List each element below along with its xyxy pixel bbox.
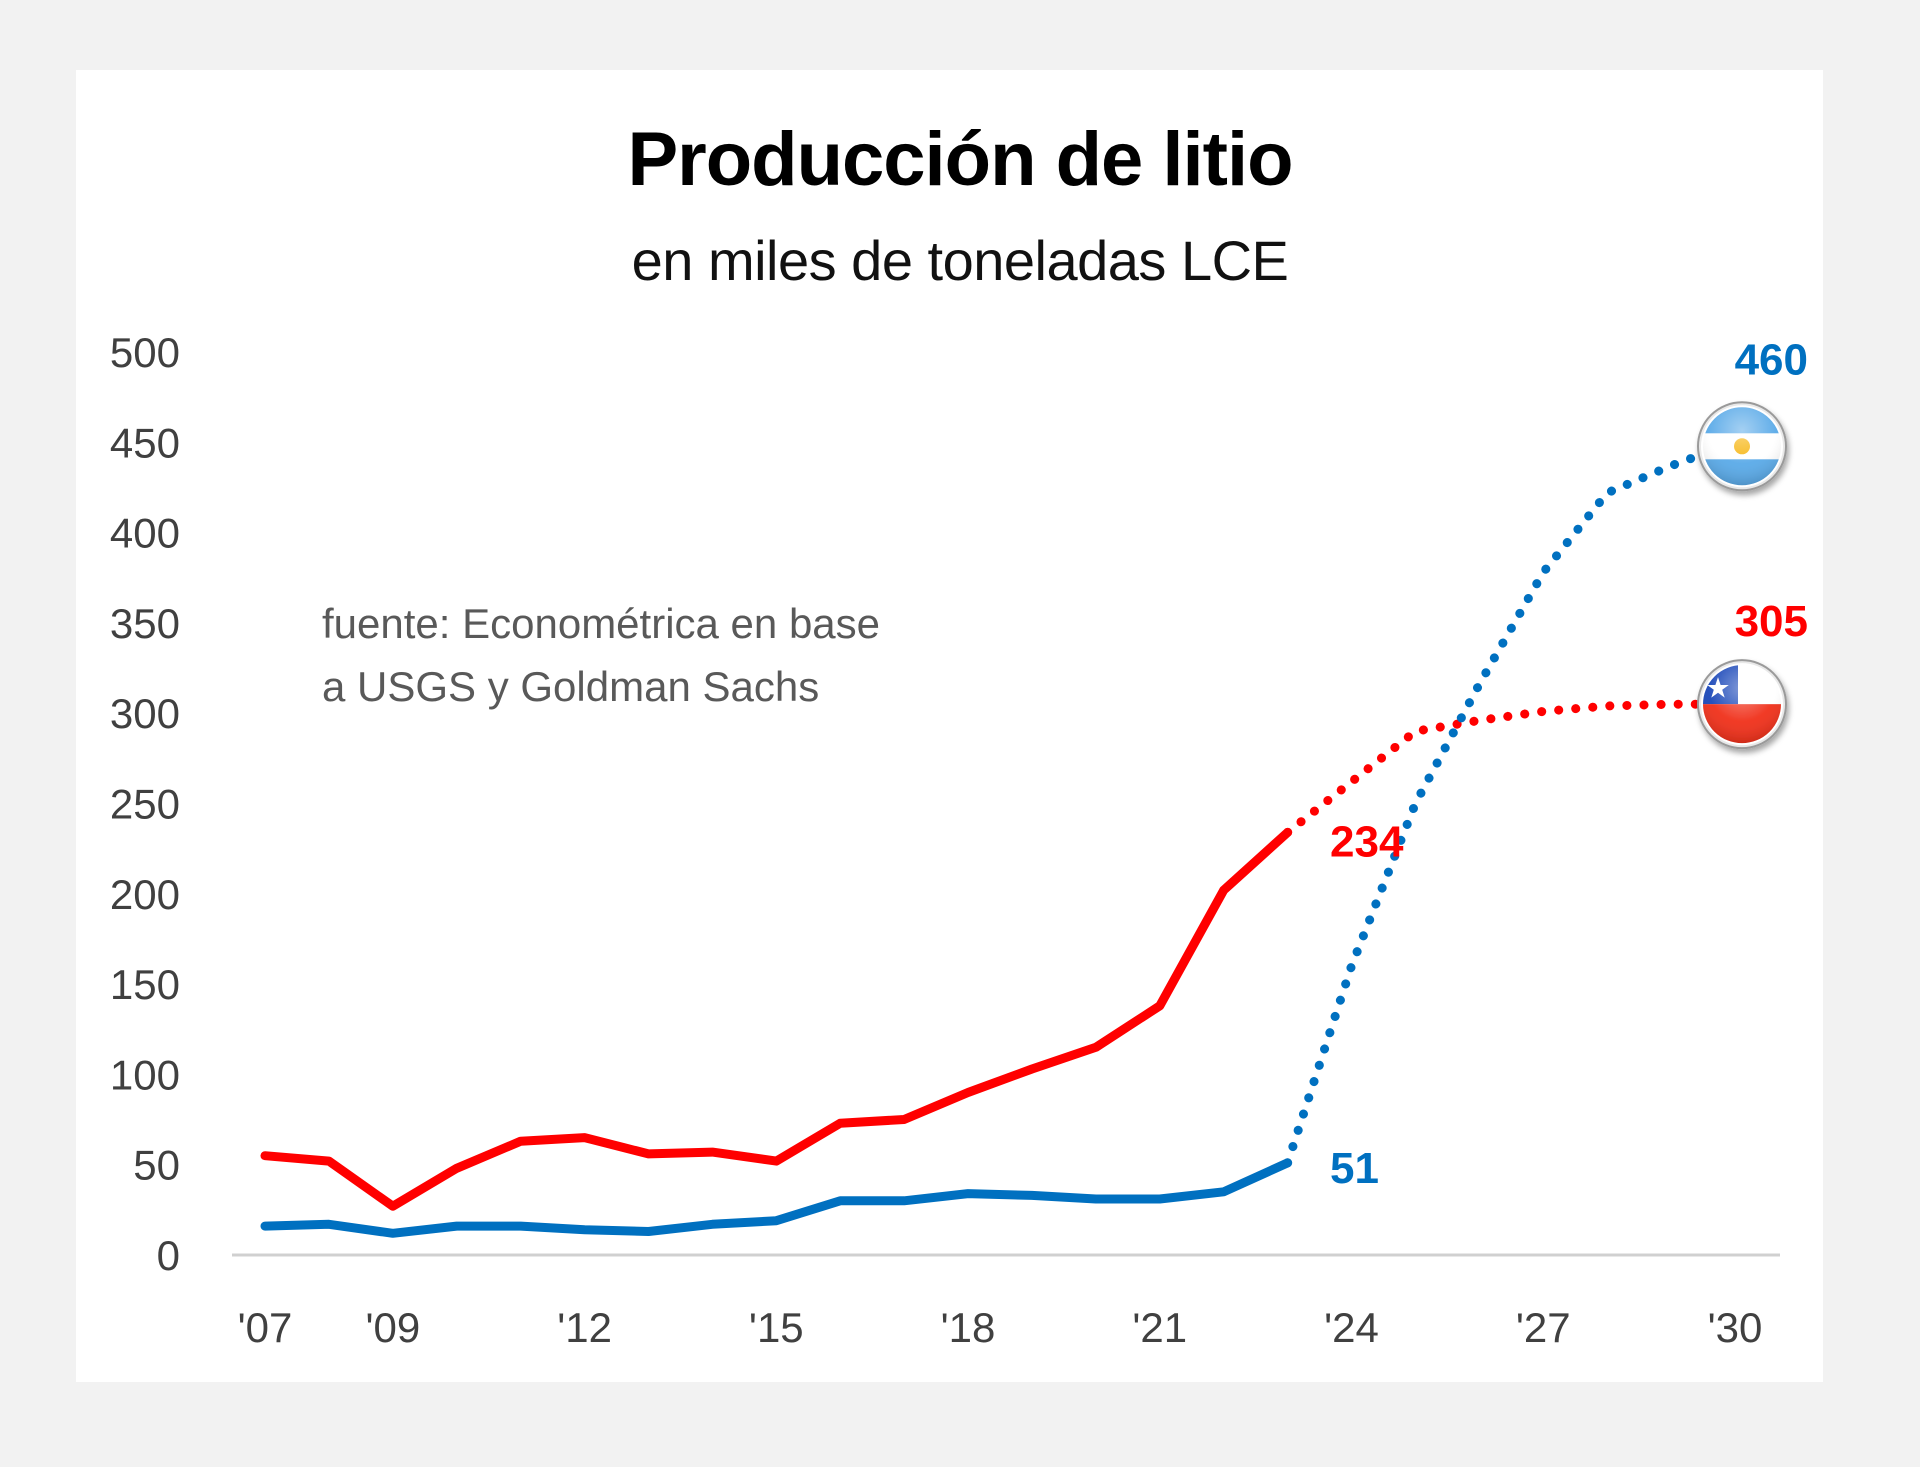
- flag-rim: [1701, 663, 1783, 746]
- flag-layer: [1697, 401, 1787, 750]
- y-tick-label: 200: [110, 871, 180, 918]
- chile-flag-icon: [1697, 659, 1787, 750]
- argentina-value-label: 51: [1330, 1144, 1379, 1193]
- y-tick-label: 100: [110, 1051, 180, 1098]
- argentina-projection-line: [1283, 437, 1740, 1168]
- x-tick-label: '09: [365, 1304, 420, 1351]
- label-layer: 234 305 51 460: [1330, 335, 1808, 1193]
- x-tick-label: '12: [557, 1304, 612, 1351]
- chile-value-label: 234: [1330, 817, 1404, 866]
- source-line-1: fuente: Econométrica en base: [322, 600, 881, 647]
- argentina-flag-icon: [1697, 401, 1787, 492]
- flag-gloss: [1702, 406, 1782, 487]
- x-tick-label: '07: [238, 1304, 293, 1351]
- x-tick-label: '18: [941, 1304, 996, 1351]
- series-layer: [260, 437, 1740, 1238]
- y-tick-label: 400: [110, 510, 180, 557]
- flag-gloss: [1702, 664, 1782, 745]
- flag-rim: [1701, 405, 1783, 488]
- source-line-2: a USGS y Goldman Sachs: [322, 663, 820, 710]
- y-tick-label: 450: [110, 419, 180, 466]
- y-tick-label: 350: [110, 600, 180, 647]
- chart-card: [76, 70, 1823, 1382]
- y-tick-label: 250: [110, 781, 180, 828]
- y-tick-label: 300: [110, 690, 180, 737]
- argentina-value-label: 460: [1735, 335, 1808, 384]
- x-tick-label: '30: [1708, 1304, 1763, 1351]
- source-annotation: fuente: Econométrica en base a USGS y Go…: [322, 592, 880, 718]
- y-tick-label: 50: [133, 1142, 180, 1189]
- chart-title: Producción de litio: [627, 117, 1293, 202]
- axes: 0 50 100 150 200 250 300 350 400 450 500 '07 '09 '12 '…: [110, 329, 1780, 1351]
- chart-subtitle: en miles de toneladas LCE: [631, 229, 1289, 292]
- x-tick-label: '24: [1324, 1304, 1379, 1351]
- chile-value-label: 305: [1735, 597, 1808, 646]
- y-tick-label: 150: [110, 961, 180, 1008]
- x-tick-label: '15: [749, 1304, 804, 1351]
- argentina-historical-line: [260, 1158, 1293, 1238]
- chile-historical-line: [260, 827, 1293, 1211]
- y-tick-label: 0: [157, 1232, 180, 1279]
- x-tick-label: '27: [1516, 1304, 1571, 1351]
- chile-projection-line: [1283, 699, 1740, 837]
- x-tick-label: '21: [1132, 1304, 1187, 1351]
- y-tick-label: 500: [110, 329, 180, 376]
